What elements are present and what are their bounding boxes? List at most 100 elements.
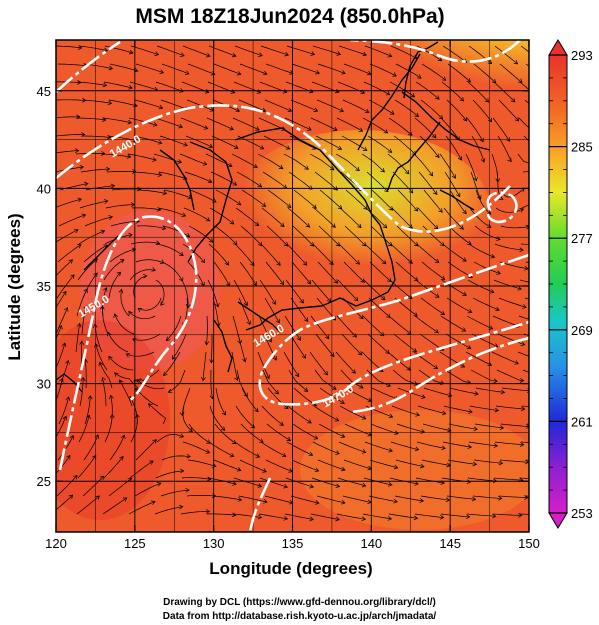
streamline-arrowhead xyxy=(62,290,67,296)
streamline xyxy=(495,207,524,213)
streamline-arrowhead xyxy=(108,355,113,361)
streamline-arrowhead xyxy=(114,372,119,377)
streamline-arrowhead xyxy=(335,450,340,455)
streamline xyxy=(264,495,293,504)
streamline xyxy=(211,135,239,149)
streamline xyxy=(114,313,135,335)
streamline-arrowhead xyxy=(65,396,71,401)
streamline xyxy=(369,459,398,469)
streamline-arrowhead xyxy=(279,421,284,426)
coastlines xyxy=(56,41,491,393)
streamline-arrowhead xyxy=(183,142,188,147)
streamline-arrowhead xyxy=(486,223,492,228)
streamline-arrowhead xyxy=(133,379,139,385)
streamline-arrowhead xyxy=(79,164,84,170)
streamline-arrowhead xyxy=(137,186,142,192)
streamline-arrowhead xyxy=(361,482,367,488)
streamline xyxy=(518,315,529,320)
streamline xyxy=(316,495,345,504)
streamline xyxy=(391,405,420,416)
streamline xyxy=(235,207,259,226)
streamline xyxy=(338,441,366,453)
streamline xyxy=(103,259,125,281)
streamline-arrowhead xyxy=(340,499,346,505)
streamline-arrowhead xyxy=(158,104,164,110)
streamline-arrowhead xyxy=(159,69,165,74)
streamline-arrowhead xyxy=(163,371,168,377)
streamline xyxy=(285,81,314,93)
streamline-arrowhead xyxy=(492,513,497,519)
streamline xyxy=(211,334,213,363)
colorbar-tick-label: 269 xyxy=(571,323,593,338)
streamline-arrowhead xyxy=(119,379,124,385)
streamline-arrowhead xyxy=(434,329,439,334)
streamline-arrowhead xyxy=(408,131,413,136)
streamline xyxy=(182,441,210,454)
streamline-arrowhead xyxy=(367,499,372,505)
streamline xyxy=(159,135,188,146)
streamline-arrowhead xyxy=(331,223,336,228)
streamline xyxy=(129,460,154,479)
streamline xyxy=(446,495,476,500)
streamline xyxy=(418,171,438,195)
streamline xyxy=(390,441,419,451)
streamline xyxy=(160,99,189,111)
streamline xyxy=(392,369,418,385)
streamline xyxy=(108,271,121,299)
streamline-arrowhead xyxy=(188,427,193,433)
streamline-arrowhead xyxy=(203,125,209,130)
colorbar-tick-label: 285 xyxy=(571,140,593,155)
streamline xyxy=(135,439,157,461)
streamline xyxy=(468,243,495,258)
streamline-arrowhead xyxy=(250,261,255,267)
contour-1440 xyxy=(56,104,511,233)
streamline-arrowhead xyxy=(243,301,249,307)
streamline-arrowhead xyxy=(434,258,440,264)
streamline xyxy=(439,351,465,368)
streamline-arrowhead xyxy=(488,325,494,330)
streamline xyxy=(310,315,330,339)
streamline xyxy=(446,297,472,313)
y-tick-label: 25 xyxy=(37,474,51,489)
streamline xyxy=(448,423,478,430)
streamline-arrowhead xyxy=(283,483,288,489)
streamline-arrowhead xyxy=(257,183,263,188)
streamline-arrowhead xyxy=(232,481,237,486)
streamline xyxy=(77,455,97,479)
streamline xyxy=(181,477,211,480)
streamline-arrowhead xyxy=(465,514,471,520)
streamline xyxy=(288,171,313,190)
streamline-arrowhead xyxy=(355,260,360,265)
streamline-arrowhead xyxy=(389,110,395,115)
streamline xyxy=(475,387,505,393)
streamline-arrowhead xyxy=(149,460,154,465)
streamline xyxy=(497,333,525,346)
streamline xyxy=(101,153,131,158)
streamline-arrowhead xyxy=(440,275,446,280)
streamline-arrowhead xyxy=(232,240,238,246)
streamline-arrowhead xyxy=(525,424,529,429)
streamline-arrowhead xyxy=(271,300,276,305)
streamline-arrowhead xyxy=(315,69,320,75)
streamline xyxy=(520,441,529,443)
streamline xyxy=(56,134,85,137)
streamline-arrowhead xyxy=(392,72,397,77)
streamline-arrowhead xyxy=(525,224,529,230)
streamline xyxy=(82,99,112,104)
streamline-arrowhead xyxy=(61,342,67,347)
streamline-arrowhead xyxy=(230,89,236,94)
streamline-arrowhead xyxy=(86,414,91,420)
streamline xyxy=(417,207,439,230)
streamline-arrowhead xyxy=(303,317,309,322)
streamline xyxy=(105,204,135,209)
streamline xyxy=(132,333,161,341)
streamline-arrowhead xyxy=(278,164,284,170)
streamline-arrowhead xyxy=(129,49,134,55)
streamline xyxy=(57,244,82,263)
streamline xyxy=(470,171,482,200)
streamline-arrowhead xyxy=(68,494,74,500)
x-axis-label: Longitude (degrees) xyxy=(209,559,372,578)
streamline xyxy=(341,135,368,151)
streamline-arrowhead xyxy=(499,425,505,430)
height-contours xyxy=(56,40,529,532)
